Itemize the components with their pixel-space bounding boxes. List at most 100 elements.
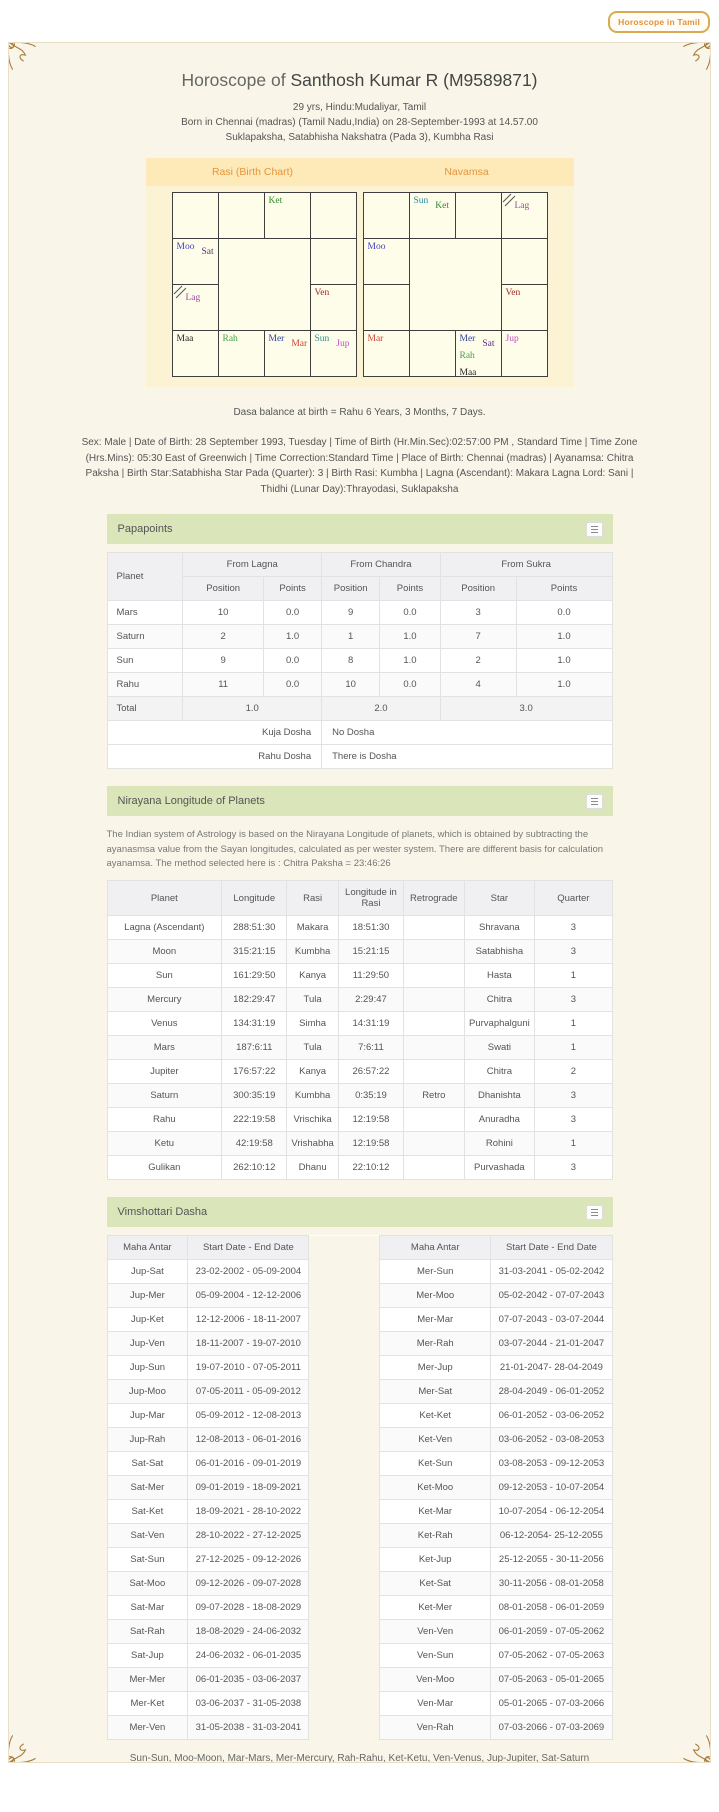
chart-center-cell [409,239,501,330]
chart-cell: Mer Mar [264,331,310,376]
planet-label: Mar [367,334,384,344]
total-value-cell: 2.0 [321,696,441,721]
nirayana-section-header: Nirayana Longitude of Planets [106,786,613,816]
value-cell: 176:57:22 [221,1059,288,1085]
table-header-row: Maha Antar Start Date - End Date Maha An… [106,1235,613,1261]
table-row: Jup-Rah 12-08-2013 - 06-01-2016 Ket-Ven 03-… [106,1427,613,1453]
gap-cell [308,1667,381,1692]
value-cell [403,987,465,1013]
value-cell: 4 [439,672,517,697]
rasi-chart-title: Rasi (Birth Chart) [211,166,294,178]
value-cell: 10 [182,600,265,625]
gap-cell [308,1571,381,1596]
value-cell: 262:10:12 [221,1155,288,1181]
section-menu-button[interactable] [585,793,603,809]
value-cell: 3 [534,1155,613,1181]
value-cell: 12:19:58 [337,1131,405,1157]
chart-cell [501,239,547,284]
value-cell: Kumbha [286,1083,339,1109]
date-range-cell: 31-03-2041 - 05-02-2042 [490,1259,613,1285]
value-cell [403,939,465,965]
maha-antar-cell: Jup-Rah [106,1427,189,1453]
table-row: Sat-Sat 06-01-2016 - 09-01-2019 Ket-Sun 03-… [106,1451,613,1477]
date-range-cell: 05-01-2065 - 07-03-2066 [490,1691,613,1717]
chart-cell: Maa [172,331,218,376]
value-cell: 22:10:12 [337,1155,405,1181]
papapoints-section-header: Papapoints [106,514,613,544]
value-cell: 2 [439,648,517,673]
decorative-corner-icon [683,1735,710,1762]
date-range-cell: 12-12-2006 - 18-11-2007 [187,1307,310,1333]
table-row: Jup-Mar 05-09-2012 - 12-08-2013 Ket-Ket 06-… [106,1403,613,1429]
gap-cell [308,1355,381,1380]
planet-label: Rah [222,334,238,344]
value-cell: 3 [534,939,613,965]
table-row: Mercury 182:29:47 Tula 2:29:47 Chitra 3 [106,987,613,1013]
chart-cell: Sun Jup [310,331,356,376]
horoscope-in-tamil-button[interactable]: Horoscope in Tamil [608,11,710,33]
value-cell: 1.0 [379,648,441,673]
nirayana-table: Planet Longitude Rasi Longitude in Rasi Retr… [106,880,613,1181]
maha-antar-cell: Ven-Ven [379,1619,492,1645]
maha-antar-cell: Mer-Mer [106,1667,189,1693]
date-range-cell: 18-11-2007 - 19-07-2010 [187,1331,310,1357]
table-row: Jupiter 176:57:22 Kanya 26:57:22 Chitra 2 [106,1059,613,1085]
value-cell: 7 [439,624,517,649]
chart-cell: Lag [172,285,218,330]
gap-cell [308,1259,381,1284]
value-cell: 0.0 [379,672,441,697]
gap-cell [308,1499,381,1524]
chart-cell: Mar [363,331,409,376]
value-cell: Gulikan [106,1155,223,1181]
value-cell: 2 [182,624,265,649]
value-cell: Saturn [106,1083,223,1109]
maha-antar-cell: Ket-Ket [379,1403,492,1429]
value-cell: Kumbha [286,939,339,965]
value-cell: 0.0 [263,672,323,697]
date-range-cell: 03-06-2052 - 03-08-2053 [490,1427,613,1453]
chart-cell [172,193,218,238]
chart-cell: Moo [363,239,409,284]
value-cell: Ketu [106,1131,223,1157]
maha-antar-cell: Ket-Mer [379,1595,492,1621]
value-cell: 1 [534,1131,613,1157]
chart-cell [409,331,455,376]
maha-antar-cell: Sat-Mar [106,1595,189,1621]
planet-label: Mar [291,339,308,349]
value-cell: 1.0 [263,624,323,649]
value-cell: 0.0 [263,600,323,625]
dasha-abbreviation-note: Sun-Sun, Moo-Moon, Mar-Mars, Mer-Mercury… [129,1753,590,1763]
summary-line: Born in Chennai (madras) (Tamil Nadu,Ind… [181,117,538,128]
maha-antar-cell: Ket-Ven [379,1427,492,1453]
dosha-label-cell: Rahu Dosha [106,744,323,769]
gap-cell [308,1643,381,1668]
horoscope-panel: Horoscope of Santhosh Kumar R (M9589871)… [8,42,711,1763]
chart-center-cell [218,239,310,330]
date-range-cell: 18-08-2029 - 24-06-2032 [187,1619,310,1645]
gap-cell [308,1283,381,1308]
date-range-cell: 24-06-2032 - 06-01-2035 [187,1643,310,1669]
maha-antar-cell: Sat-Jup [106,1643,189,1669]
total-value-cell: 1.0 [182,696,323,721]
value-cell: 15:21:15 [337,939,405,965]
nirayana-description: The Indian system of Astrology is based … [106,829,604,870]
vimshottari-table: Maha Antar Start Date - End Date Maha An… [106,1235,613,1741]
page-title: Horoscope of Santhosh Kumar R (M9589871) [9,70,710,91]
papapoints-body: Mars 10 0.0 9 0.0 3 0.0 Saturn 2 1.0 1 1.0 7 1.0 Sun 9 0… [106,600,613,769]
navamsa-chart: Sun Ket Lag Moo Ven Mar Mer Sat Rah Maa Jup [362,192,548,378]
value-cell: 288:51:30 [221,915,288,941]
summary-line: Suklapaksha, Satabhisha Nakshatra (Pada … [225,132,494,143]
maha-antar-cell: Ket-Moo [379,1475,492,1501]
dosha-value-cell: No Dosha [321,720,613,745]
planet-label: Sat [482,339,495,349]
total-row: Total 1.0 2.0 3.0 [106,696,613,721]
position-header: Position [182,576,265,601]
value-cell: Vrischika [286,1107,339,1133]
decorative-corner-icon [683,43,710,70]
maha-antar-cell: Mer-Mar [379,1307,492,1333]
value-cell: Venus [106,1011,223,1037]
table-row: Sat-Mar 09-07-2028 - 18-08-2029 Ket-Mer 08-… [106,1595,613,1621]
date-range-cell: 28-04-2049 - 06-01-2052 [490,1379,613,1405]
section-menu-button[interactable] [585,521,603,537]
section-menu-button[interactable] [585,1204,603,1220]
